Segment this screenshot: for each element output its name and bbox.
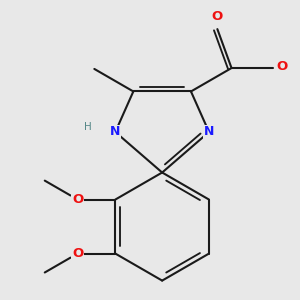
Text: H: H <box>84 122 92 133</box>
Text: O: O <box>72 193 83 206</box>
Text: O: O <box>212 10 223 23</box>
Text: N: N <box>110 125 121 139</box>
Text: O: O <box>277 60 288 73</box>
Text: O: O <box>72 247 83 260</box>
Text: N: N <box>204 125 214 139</box>
